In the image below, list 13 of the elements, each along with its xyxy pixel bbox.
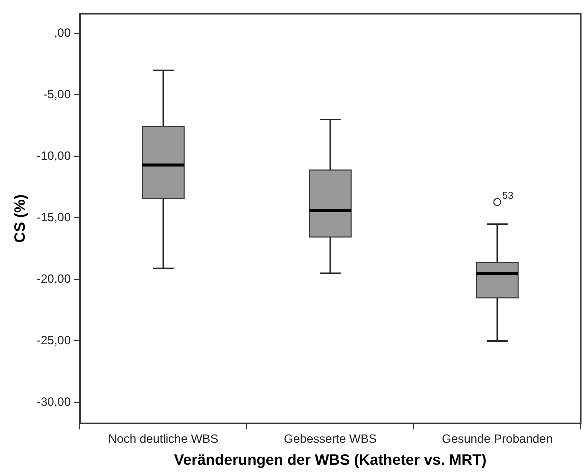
y-tick-label: ,00 <box>54 26 72 40</box>
y-tick-label: -30,00 <box>36 395 72 409</box>
y-tick-label: -20,00 <box>36 272 72 286</box>
y-axis-title: CS (%) <box>12 194 30 243</box>
x-tick-label: Noch deutliche WBS <box>108 432 219 446</box>
x-tick-label: Gebesserte WBS <box>284 432 377 446</box>
y-tick-label: -5,00 <box>44 87 72 102</box>
x-tick-label: Gesunde Probanden <box>442 432 553 446</box>
y-tick-label: -15,00 <box>36 210 72 224</box>
y-tick-label: -10,00 <box>36 148 72 163</box>
annotation: 53 <box>502 190 514 202</box>
y-tick-label: -25,00 <box>36 334 72 348</box>
x-axis-title: Veränderungen der WBS (Katheter vs. MRT) <box>174 452 487 470</box>
